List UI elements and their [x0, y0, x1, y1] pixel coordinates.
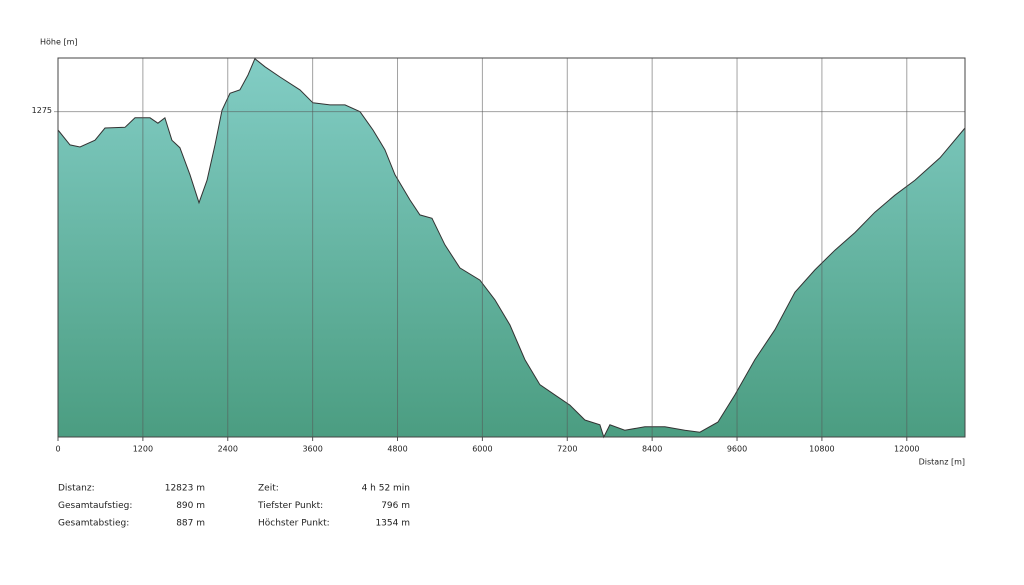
stat-label: Höchster Punkt: — [258, 519, 330, 529]
stat-value: 887 m — [176, 519, 205, 529]
profile-line — [57, 57, 966, 439]
stat-label: Gesamtabstieg: — [58, 519, 129, 529]
x-axis-label: Distanz [m] — [919, 458, 965, 467]
stat-label: Gesamtaufstieg: — [58, 501, 132, 511]
y-tick-label: 1275 — [32, 106, 52, 115]
x-tick-label: 9600 — [727, 445, 747, 454]
x-tick-label: 4800 — [387, 445, 407, 454]
x-tick-label: 6000 — [472, 445, 492, 454]
x-tick-label: 7200 — [557, 445, 577, 454]
plot-frame — [57, 57, 966, 438]
stat-value: 12823 m — [165, 484, 205, 494]
stat-label: Tiefster Punkt: — [257, 501, 323, 511]
y-axis-label: Höhe [m] — [40, 38, 77, 47]
area — [58, 58, 965, 437]
stat-value: 1354 m — [375, 519, 410, 529]
x-tick-label: 8400 — [642, 445, 662, 454]
x-tick-label: 12000 — [894, 445, 919, 454]
stat-value: 890 m — [176, 501, 205, 511]
x-tick-label: 10800 — [809, 445, 834, 454]
x-tick-label: 0 — [55, 445, 60, 454]
x-tick-label: 1200 — [133, 445, 153, 454]
x-tick-label: 2400 — [218, 445, 238, 454]
x-tick-label: 3600 — [302, 445, 322, 454]
stat-value: 796 m — [381, 501, 410, 511]
stat-label: Distanz: — [58, 484, 95, 494]
stat-value: 4 h 52 min — [362, 484, 410, 494]
stat-label: Zeit: — [258, 484, 279, 494]
